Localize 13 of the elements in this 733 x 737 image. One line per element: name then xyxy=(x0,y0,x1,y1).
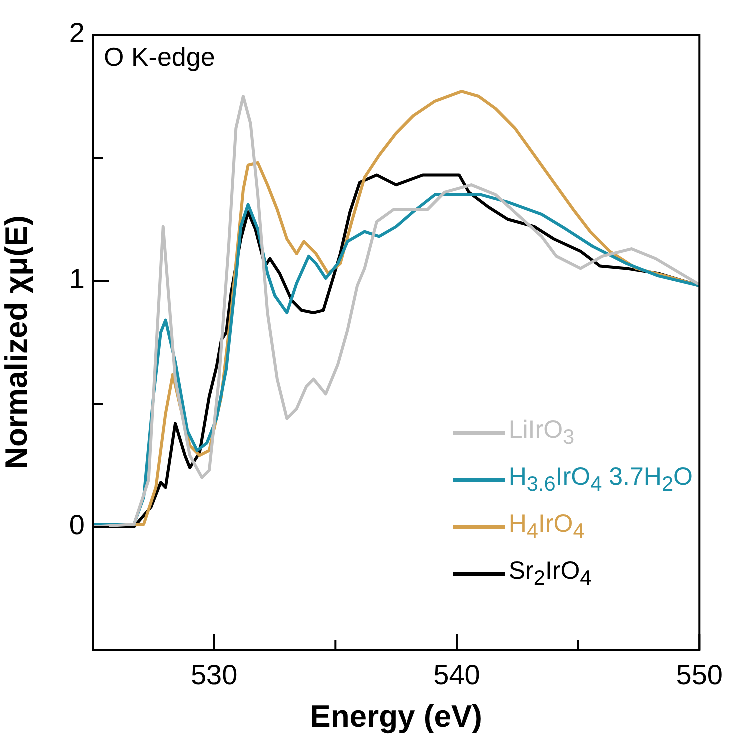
legend-label: H$_{4}$IrO$_{4}$ xyxy=(508,510,585,544)
y-tick-label: 2 xyxy=(69,18,85,49)
x-tick-label: 530 xyxy=(190,660,238,691)
legend-label: H$_{3.6}$IrO$_{4}$ 3.7H$_{2}$O xyxy=(508,462,693,496)
y-axis-title: Normalized χμ(E) xyxy=(0,216,34,470)
y-tick-label: 0 xyxy=(69,510,85,541)
x-axis-title: Energy (eV) xyxy=(310,698,482,734)
y-tick-label: 1 xyxy=(69,264,85,295)
legend-label: LiIrO$_{3}$ xyxy=(508,416,575,450)
x-tick-label: 550 xyxy=(676,660,723,691)
x-tick-label: 540 xyxy=(434,660,480,691)
annotation: O K-edge xyxy=(104,42,216,73)
legend-label: Sr$_{2}$IrO$_{4}$ xyxy=(508,556,592,590)
